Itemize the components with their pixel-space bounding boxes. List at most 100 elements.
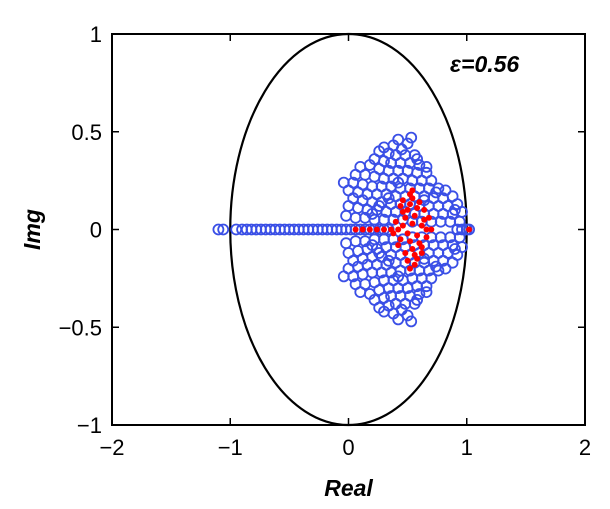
data-point [373,200,386,212]
y-axis-label: Img [19,209,45,250]
data-point [453,215,466,228]
x-axis-label: Real [324,475,373,501]
data-point [448,243,461,255]
data-point [404,230,411,237]
data-point [366,226,373,233]
data-point [411,261,418,268]
data-point [395,303,408,316]
data-point [392,270,405,283]
x-tick-label: −2 [99,435,124,460]
data-point [395,242,402,249]
data-point [368,276,381,289]
data-point [349,211,362,224]
data-point [414,255,421,262]
data-point [392,176,405,189]
y-tick-label: −1 [77,413,102,438]
data-point [420,160,433,173]
data-point [382,192,395,205]
data-point [352,245,364,257]
data-point [392,218,399,225]
data-point [409,187,416,194]
data-point [402,250,409,256]
data-point [421,216,428,223]
data-point [373,226,380,233]
blue-eigenvalues-series [212,131,476,328]
data-point [407,201,413,208]
data-point [418,244,425,251]
axes-frame [111,33,586,426]
data-point [430,260,442,273]
data-point [418,250,425,256]
y-tick-label: 1 [90,22,102,47]
y-tick-label: 0.5 [71,120,102,145]
data-point [414,205,421,211]
data-point [342,200,355,212]
data-point [413,159,426,171]
data-point [382,254,395,267]
data-point [342,247,355,259]
data-point [359,226,366,233]
data-point [340,209,353,222]
data-point [402,214,409,221]
data-point [448,203,461,216]
y-tick-label: 0 [90,218,102,243]
data-point [413,288,426,300]
data-point [414,232,421,239]
data-point [407,265,413,272]
data-point [453,231,466,244]
data-point [399,197,406,204]
data-point [411,153,424,166]
data-point [359,168,372,181]
data-point [423,226,430,233]
data-point [399,208,406,215]
data-point [409,246,416,252]
data-point [405,131,418,144]
data-point [425,174,438,187]
data-point [366,239,379,252]
data-point [418,222,425,229]
data-point [366,207,379,220]
data-point [359,278,372,291]
epsilon-annotation: ε=0.56 [450,51,519,77]
axis-ticks: −2 −1 0 1 2−1−0.500.51 [59,22,592,460]
data-point [217,223,230,236]
plot-area [212,32,476,427]
data-point [463,223,476,236]
data-point [411,293,424,306]
data-point [395,226,402,233]
data-point [397,236,404,243]
red-eigenvalues-series [352,187,473,272]
data-point [340,237,353,250]
data-point [409,220,416,227]
y-tick-label: −0.5 [59,315,102,340]
data-point [212,223,225,236]
x-tick-label: 1 [461,435,473,460]
data-point [368,233,381,246]
data-point [420,286,433,299]
data-point [421,206,428,213]
data-point [423,234,430,241]
data-point [390,230,397,237]
data-point [430,186,442,199]
data-point [405,315,418,328]
data-point [404,257,411,264]
data-point [373,247,386,259]
x-tick-label: −1 [218,435,243,460]
data-point [352,226,359,233]
data-point [381,226,387,233]
data-point [404,206,411,213]
data-point [416,199,423,206]
data-point [425,214,432,221]
data-point [399,222,406,229]
x-tick-label: 2 [579,435,591,460]
data-point [407,238,413,245]
data-point [395,143,408,156]
data-point [368,213,381,226]
data-point [411,212,418,219]
data-point [466,226,473,233]
data-point [349,235,362,248]
data-point [368,170,381,183]
data-point [352,202,364,214]
data-point [425,272,438,285]
